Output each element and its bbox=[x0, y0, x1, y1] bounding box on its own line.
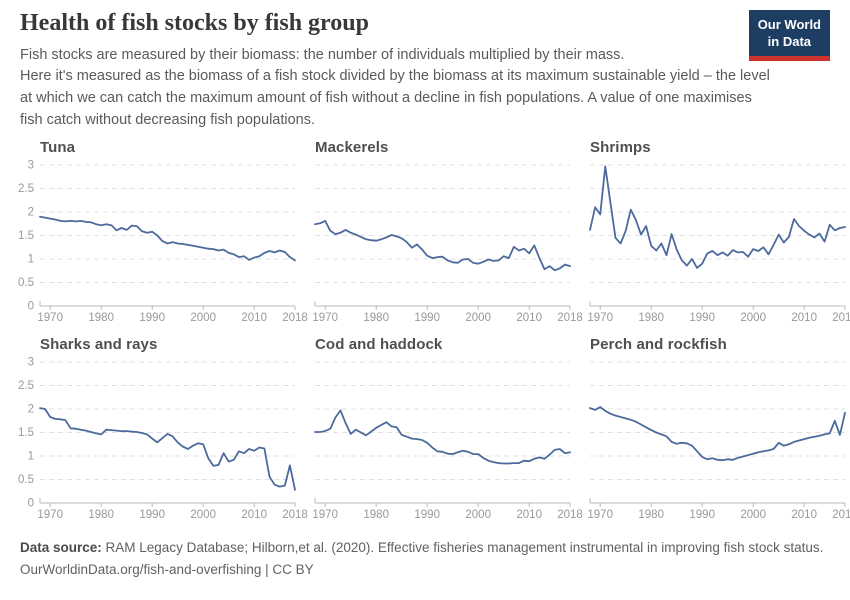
x-tick-label: 1970 bbox=[312, 509, 338, 521]
panel-cod-and-haddock: Cod and haddock 1970 1980 1990 2000 2010 2018 bbox=[295, 335, 583, 522]
y-tick-label: 3 bbox=[28, 356, 34, 368]
y-tick-label: 3 bbox=[28, 159, 34, 171]
y-tick-label: 1 bbox=[28, 253, 34, 265]
panel-perch-and-rockfish: Perch and rockfish 1970 1980 1990 2000 2010 2… bbox=[570, 335, 850, 522]
x-tick-label: 2018 bbox=[282, 312, 308, 324]
panel-sharks-and-rays: Sharks and rays 1970 1980 1990 2000 2010 2018… bbox=[18, 335, 308, 522]
series-line[interactable] bbox=[314, 409, 571, 464]
panel-shrimps: Shrimps 1970 1980 1990 2000 2010 2018 bbox=[570, 138, 850, 325]
y-tick-label: 0 bbox=[28, 300, 34, 312]
y-tick-label: 1.5 bbox=[18, 427, 34, 439]
panel-plot-cod-and-haddock[interactable]: 1970 1980 1990 2000 2010 2018 bbox=[295, 356, 583, 522]
x-tick-label: 2000 bbox=[740, 509, 766, 521]
y-tick-label: 1.5 bbox=[18, 230, 34, 242]
x-tick-label: 1990 bbox=[139, 312, 165, 324]
x-tick-label: 1990 bbox=[689, 312, 715, 324]
x-tick-label: 1980 bbox=[88, 312, 114, 324]
x-tick-label: 2018 bbox=[557, 509, 583, 521]
x-tick-label: 1970 bbox=[587, 312, 613, 324]
panel-plot-sharks-and-rays[interactable]: 1970 1980 1990 2000 2010 2018 0 0.5 1 1.5 2 2.5 3 bbox=[18, 356, 308, 522]
owid-logo: Our World in Data bbox=[748, 10, 830, 61]
x-tick-label: 1990 bbox=[689, 509, 715, 521]
x-tick-label: 2000 bbox=[190, 312, 216, 324]
chart-footer: Data source: RAM Legacy Database; Hilbor… bbox=[20, 537, 830, 582]
x-tick-label: 2010 bbox=[241, 509, 267, 521]
x-tick-label: 2000 bbox=[190, 509, 216, 521]
owid-logo-line2: in Data bbox=[767, 33, 812, 49]
x-tick-label: 1990 bbox=[414, 312, 440, 324]
x-tick-label: 1980 bbox=[638, 509, 664, 521]
x-tick-label: 2018 bbox=[557, 312, 583, 324]
x-tick-label: 2000 bbox=[740, 312, 766, 324]
series-line[interactable] bbox=[589, 165, 846, 269]
y-tick-label: 2 bbox=[28, 403, 34, 415]
data-source-label: Data source: bbox=[20, 539, 102, 555]
x-tick-label: 2010 bbox=[241, 312, 267, 324]
panel-mackerels: Mackerels 1970 1980 1990 2000 2010 2018 bbox=[295, 138, 583, 325]
x-tick-label: 1970 bbox=[312, 312, 338, 324]
footer-separator: | bbox=[261, 561, 273, 577]
chart-subtitle: Fish stocks are measured by their biomas… bbox=[20, 45, 772, 132]
x-tick-label: 2010 bbox=[516, 509, 542, 521]
panel-plot-shrimps[interactable]: 1970 1980 1990 2000 2010 2018 bbox=[570, 159, 850, 325]
x-tick-label: 1980 bbox=[363, 509, 389, 521]
x-tick-label: 1990 bbox=[414, 509, 440, 521]
x-tick-label: 2010 bbox=[791, 509, 817, 521]
x-tick-label: 1980 bbox=[363, 312, 389, 324]
series-line[interactable] bbox=[39, 215, 296, 261]
y-tick-label: 2.5 bbox=[18, 380, 34, 392]
x-tick-label: 2010 bbox=[516, 312, 542, 324]
series-line[interactable] bbox=[589, 405, 846, 461]
y-tick-label: 0 bbox=[28, 497, 34, 509]
x-tick-label: 1970 bbox=[37, 509, 63, 521]
panel-title: Sharks and rays bbox=[40, 335, 158, 353]
panel-title: Tuna bbox=[40, 138, 76, 156]
owid-logo-line1: Our World bbox=[757, 17, 821, 32]
y-tick-label: 0.5 bbox=[18, 474, 34, 486]
subtitle-paragraph-2: Here it's measured as the biomass of a f… bbox=[20, 68, 770, 128]
y-tick-label: 2.5 bbox=[18, 183, 34, 195]
x-tick-label: 2018 bbox=[832, 312, 850, 324]
x-tick-label: 1970 bbox=[37, 312, 63, 324]
cc-by-label: CC BY bbox=[272, 561, 314, 577]
x-tick-label: 2018 bbox=[282, 509, 308, 521]
page-title: Health of fish stocks by fish group bbox=[20, 10, 369, 36]
panel-plot-mackerels[interactable]: 1970 1980 1990 2000 2010 2018 bbox=[295, 159, 583, 325]
x-tick-label: 2010 bbox=[791, 312, 817, 324]
y-tick-label: 2 bbox=[28, 206, 34, 218]
license-note: OurWorldinData.org/fish-and-overfishing … bbox=[20, 559, 830, 581]
x-tick-label: 1980 bbox=[88, 509, 114, 521]
subtitle-line-1: Fish stocks are measured by their biomas… bbox=[20, 46, 625, 63]
panel-grid: Tuna 1970 1980 1990 2000 2010 2018 0 0.5 1 1.5 2 2.… bbox=[18, 138, 850, 522]
x-tick-label: 2000 bbox=[465, 312, 491, 324]
panel-title: Mackerels bbox=[315, 138, 389, 156]
panel-tuna: Tuna 1970 1980 1990 2000 2010 2018 0 0.5 1 1.5 2 2.… bbox=[18, 138, 308, 325]
data-source-note: Data source: RAM Legacy Database; Hilbor… bbox=[20, 537, 830, 559]
x-tick-label: 1990 bbox=[139, 509, 165, 521]
panel-title: Cod and haddock bbox=[315, 335, 443, 353]
x-tick-label: 1980 bbox=[638, 312, 664, 324]
data-source-text: RAM Legacy Database; Hilborn,et al. (202… bbox=[101, 539, 824, 555]
panel-plot-perch-and-rockfish[interactable]: 1970 1980 1990 2000 2010 2018 bbox=[570, 356, 850, 522]
panel-title: Perch and rockfish bbox=[590, 335, 727, 353]
series-line[interactable] bbox=[314, 219, 571, 271]
panel-plot-tuna[interactable]: 1970 1980 1990 2000 2010 2018 0 0.5 1 1.5 2 2.5 3 bbox=[18, 159, 308, 325]
owid-url-link[interactable]: OurWorldinData.org/fish-and-overfishing bbox=[20, 561, 262, 577]
series-line[interactable] bbox=[39, 406, 296, 491]
x-tick-label: 1970 bbox=[587, 509, 613, 521]
panel-title: Shrimps bbox=[590, 138, 651, 156]
y-tick-label: 0.5 bbox=[18, 277, 34, 289]
x-tick-label: 2000 bbox=[465, 509, 491, 521]
y-tick-label: 1 bbox=[28, 450, 34, 462]
x-tick-label: 2018 bbox=[832, 509, 850, 521]
